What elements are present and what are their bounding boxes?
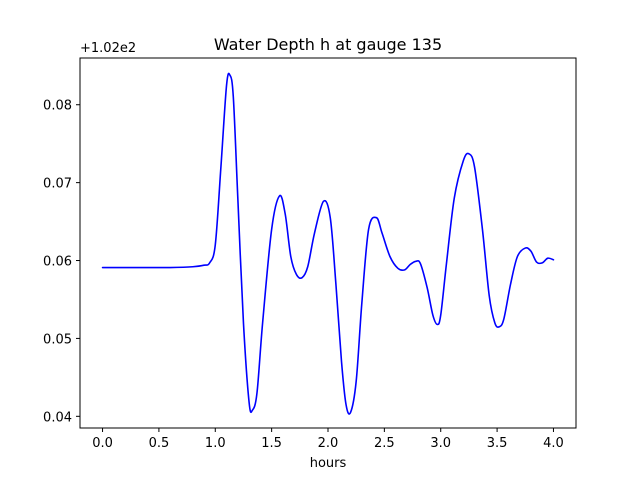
x-tick-label: 0.5 — [149, 436, 170, 451]
x-tick-label: 2.0 — [318, 436, 339, 451]
y-axis-ticks: 0.04 0.05 0.06 0.07 0.08 — [43, 99, 80, 425]
y-axis-offset-label: +1.02e2 — [80, 41, 136, 56]
y-tick-label: 0.05 — [43, 332, 72, 347]
x-axis-ticks: 0.0 0.5 1.0 1.5 2.0 2.5 3.0 3.5 4.0 — [92, 428, 564, 451]
x-tick-label: 1.0 — [205, 436, 226, 451]
x-tick-label: 2.5 — [374, 436, 395, 451]
x-tick-label: 4.0 — [543, 436, 564, 451]
plot-area — [80, 58, 576, 428]
x-tick-label: 3.0 — [430, 436, 451, 451]
y-tick-label: 0.08 — [43, 99, 72, 114]
x-tick-label: 3.5 — [487, 436, 508, 451]
y-tick-label: 0.06 — [43, 255, 72, 270]
chart-title: Water Depth h at gauge 135 — [214, 35, 442, 54]
x-axis-label: hours — [310, 456, 347, 471]
x-tick-label: 0.0 — [92, 436, 113, 451]
x-tick-label: 1.5 — [261, 436, 282, 451]
series-line-0 — [101, 72, 555, 415]
y-tick-label: 0.07 — [43, 177, 72, 192]
series-layer — [101, 72, 555, 415]
y-tick-label: 0.04 — [43, 410, 72, 425]
